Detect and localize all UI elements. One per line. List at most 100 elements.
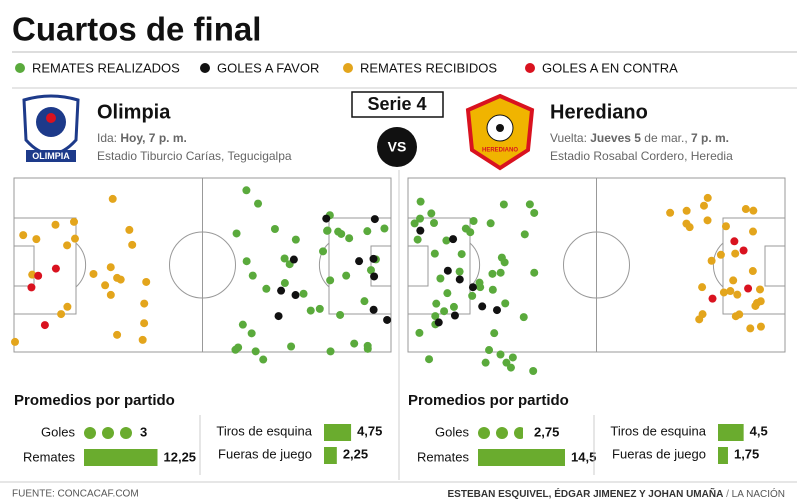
shot-dot: [468, 291, 477, 300]
shot-dot: [140, 299, 149, 308]
shot-dot: [280, 279, 289, 288]
match-part: 7 p. m.: [691, 131, 729, 145]
goal-dot: [496, 427, 508, 439]
shot-dot: [716, 250, 725, 259]
match-info: Ida: Hoy, 7 p. m.: [97, 131, 187, 145]
shot-dot: [520, 230, 529, 239]
team-name: Olimpia: [97, 101, 171, 123]
shot-dot: [366, 266, 375, 275]
shot-dot: [431, 312, 440, 321]
shot-dot: [416, 226, 425, 235]
shot-dot: [430, 249, 439, 258]
match-info: Vuelta: Jueves 5 de mar., 7 p. m.: [550, 131, 729, 145]
shot-dot: [291, 291, 300, 300]
offsides-bar: [324, 447, 337, 464]
shot-dot: [440, 307, 449, 316]
shot-dot: [457, 250, 466, 259]
legend-label: GOLES A EN CONTRA: [542, 60, 678, 75]
shot-dot: [262, 284, 271, 293]
shot-dot: [430, 218, 439, 227]
shot-dot: [744, 284, 753, 293]
shots-bar: [84, 449, 158, 466]
stat-label: Goles: [435, 424, 469, 439]
shot-dot: [277, 286, 286, 295]
shot-dot: [106, 263, 115, 272]
shot-dot: [427, 209, 436, 218]
shot-dot: [254, 199, 263, 208]
penalty-arc: [318, 242, 330, 288]
shot-dot: [315, 304, 324, 313]
shot-dot: [719, 288, 728, 297]
goal-dot: [84, 427, 96, 439]
stat-value: 14,5: [571, 449, 596, 464]
shot-dot: [70, 234, 79, 243]
shot-dot: [486, 219, 495, 228]
shot-dot: [468, 283, 477, 292]
match-part: Vuelta:: [550, 131, 590, 145]
goal-area: [13, 245, 35, 287]
shot-dot: [89, 269, 98, 278]
shot-dot: [721, 222, 730, 231]
shot-dot: [383, 315, 392, 324]
stat-value: 4,75: [357, 423, 382, 438]
stat-label: Remates: [23, 449, 76, 464]
shot-dot: [666, 208, 675, 217]
shot-dot: [270, 224, 279, 233]
shot-dot: [455, 267, 464, 276]
legend-label: REMATES RECIBIDOS: [360, 60, 497, 75]
shot-dot: [345, 234, 354, 243]
shot-dot: [70, 217, 79, 226]
shot-dot: [125, 225, 134, 234]
shot-dot: [442, 236, 451, 245]
shot-dot: [461, 224, 470, 233]
shot-dot: [63, 302, 72, 311]
vs-circle: [377, 127, 417, 167]
shot-dot: [496, 268, 505, 277]
shot-dot: [755, 285, 764, 294]
shot-dot: [51, 264, 60, 273]
penalty-arc: [712, 242, 724, 288]
shot-dot: [729, 276, 738, 285]
goal-dot: [102, 427, 114, 439]
shot-dot: [289, 255, 298, 264]
shot-dot: [28, 270, 37, 279]
shot-dot: [496, 350, 505, 359]
shot-dot: [443, 289, 452, 298]
shot-dot: [410, 219, 419, 228]
shot-dot: [751, 301, 760, 310]
goals-mark: [84, 427, 132, 439]
shot-dot: [323, 226, 332, 235]
shot-dot: [469, 217, 478, 226]
logo-text: OLIMPIA: [32, 151, 70, 161]
shot-dot: [682, 206, 691, 215]
olimpia-logo: OLIMPIA: [22, 94, 80, 162]
shot-dot: [416, 197, 425, 206]
series-box: [351, 91, 444, 118]
stat-label: Remates: [417, 449, 470, 464]
legend-dot: [343, 63, 353, 73]
shot-dot: [113, 330, 122, 339]
center-circle: [563, 231, 630, 299]
stat-label: Goles: [41, 424, 75, 439]
shot-dot: [506, 363, 515, 372]
shot-dot: [101, 281, 110, 290]
shot-dot: [682, 219, 691, 228]
shot-dot: [350, 339, 359, 348]
legend-dot: [200, 63, 210, 73]
shot-dot: [280, 254, 289, 263]
shot-dot: [449, 235, 458, 244]
shot-dot: [434, 318, 443, 327]
credit-separator: /: [726, 489, 729, 500]
credit-names: ESTEBAN ESQUIVEL, ÉDGAR JIMENEZ Y JOHAN …: [448, 487, 724, 500]
shot-dot: [703, 216, 712, 225]
corners-bar: [324, 424, 352, 441]
shot-dot: [57, 310, 66, 319]
shot-dot: [500, 258, 509, 267]
stadium: Estadio Tiburcio Carías, Tegucigalpa: [97, 149, 292, 163]
legend-label: GOLES A FAVOR: [217, 60, 319, 75]
shot-dot: [363, 344, 372, 353]
center-circle: [169, 231, 236, 299]
stat-value: 3: [140, 424, 147, 439]
corners-bar: [718, 424, 744, 441]
shot-dot: [370, 272, 379, 281]
